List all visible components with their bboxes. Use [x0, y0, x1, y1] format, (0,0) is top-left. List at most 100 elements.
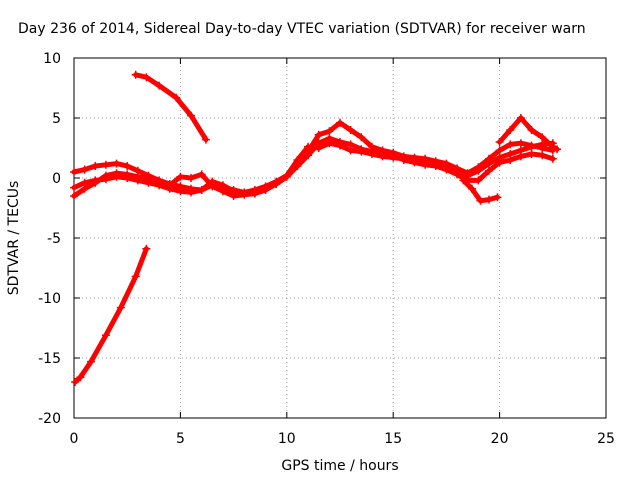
data-point [431, 162, 440, 170]
x-tick-label: 15 [384, 431, 402, 447]
data-point [123, 174, 132, 182]
data-point [476, 196, 485, 205]
y-tick-label: -20 [38, 411, 61, 427]
data-point [112, 159, 121, 168]
data-point [548, 154, 557, 163]
data-point [155, 81, 164, 90]
series-segment [305, 132, 322, 155]
y-axis-label: SDTVAR / TECUs [6, 181, 22, 296]
data-point [553, 145, 562, 154]
data-point [218, 181, 227, 190]
data-point [131, 70, 140, 79]
series-segment [77, 359, 94, 380]
series-segment [103, 305, 124, 338]
series-track-b [131, 70, 210, 144]
data-point [101, 175, 110, 184]
data-point [484, 166, 493, 175]
data-point [314, 130, 323, 139]
data-point [346, 126, 355, 134]
data-point [506, 126, 515, 134]
x-tick-label: 10 [278, 431, 296, 447]
data-point [367, 147, 376, 156]
data-point [474, 163, 483, 172]
data-point [389, 151, 398, 160]
data-point [112, 172, 121, 181]
data-point [155, 181, 164, 190]
y-tick-label: -10 [38, 291, 61, 307]
data-point [357, 145, 366, 154]
series-track-d [70, 118, 557, 200]
data-point [516, 152, 525, 161]
x-tick-label: 5 [176, 431, 185, 447]
data-point [91, 176, 100, 185]
data-point [495, 158, 504, 167]
series-segment [294, 152, 311, 169]
y-tick-label: -5 [47, 231, 61, 247]
data-point [506, 140, 515, 149]
series-segment [88, 332, 109, 365]
data-point [131, 272, 140, 281]
data-point [410, 158, 419, 167]
data-point [197, 170, 206, 179]
series-segment [284, 163, 300, 180]
data-point [506, 156, 515, 164]
data-point [357, 133, 366, 142]
data-point [176, 172, 185, 181]
data-point [142, 244, 151, 253]
data-point [187, 188, 196, 197]
data-point [495, 138, 504, 146]
series-segment [118, 273, 139, 311]
data-point [144, 178, 153, 187]
data-point [187, 174, 196, 182]
data-point [325, 134, 334, 143]
series-segment [305, 140, 322, 158]
data-point [293, 162, 302, 170]
series-track-e [70, 134, 557, 198]
y-tick-label: 0 [52, 171, 61, 187]
series-track-a [71, 244, 151, 386]
data-point [208, 177, 217, 186]
data-point [463, 169, 472, 178]
data-point [172, 93, 181, 102]
data-point [325, 127, 334, 136]
data-point [272, 180, 281, 188]
data-layer [70, 70, 562, 386]
series-segment [133, 246, 149, 279]
data-point [484, 195, 493, 204]
y-tick-label: -15 [38, 351, 61, 367]
data-point [70, 183, 78, 192]
data-point [101, 331, 110, 340]
data-point [80, 178, 89, 187]
data-point [495, 146, 504, 155]
data-point [101, 160, 110, 169]
data-point [314, 139, 323, 148]
data-point [250, 188, 259, 197]
data-point [176, 187, 185, 196]
y-tick-label: 10 [43, 51, 61, 67]
data-point [197, 186, 206, 194]
data-point [474, 176, 483, 185]
data-point [304, 151, 313, 160]
series-segment [497, 127, 513, 145]
data-point [527, 126, 536, 134]
data-point [91, 162, 100, 170]
data-point [201, 135, 210, 144]
data-point [71, 378, 80, 386]
chart-title: Day 236 of 2014, Sidereal Day-to-day VTE… [18, 21, 586, 37]
data-point [70, 192, 78, 200]
data-point [493, 193, 502, 202]
x-tick-label: 25 [597, 431, 615, 447]
data-point [538, 151, 547, 160]
data-point [76, 373, 85, 382]
series-segment [143, 74, 162, 89]
series-segment [188, 113, 209, 143]
data-point [80, 165, 89, 174]
data-point [142, 73, 151, 82]
data-point [538, 144, 547, 152]
data-point [459, 176, 468, 185]
data-point [133, 176, 142, 185]
series-track-g [495, 114, 562, 154]
data-point [336, 138, 344, 146]
x-tick-label: 0 [70, 431, 79, 447]
